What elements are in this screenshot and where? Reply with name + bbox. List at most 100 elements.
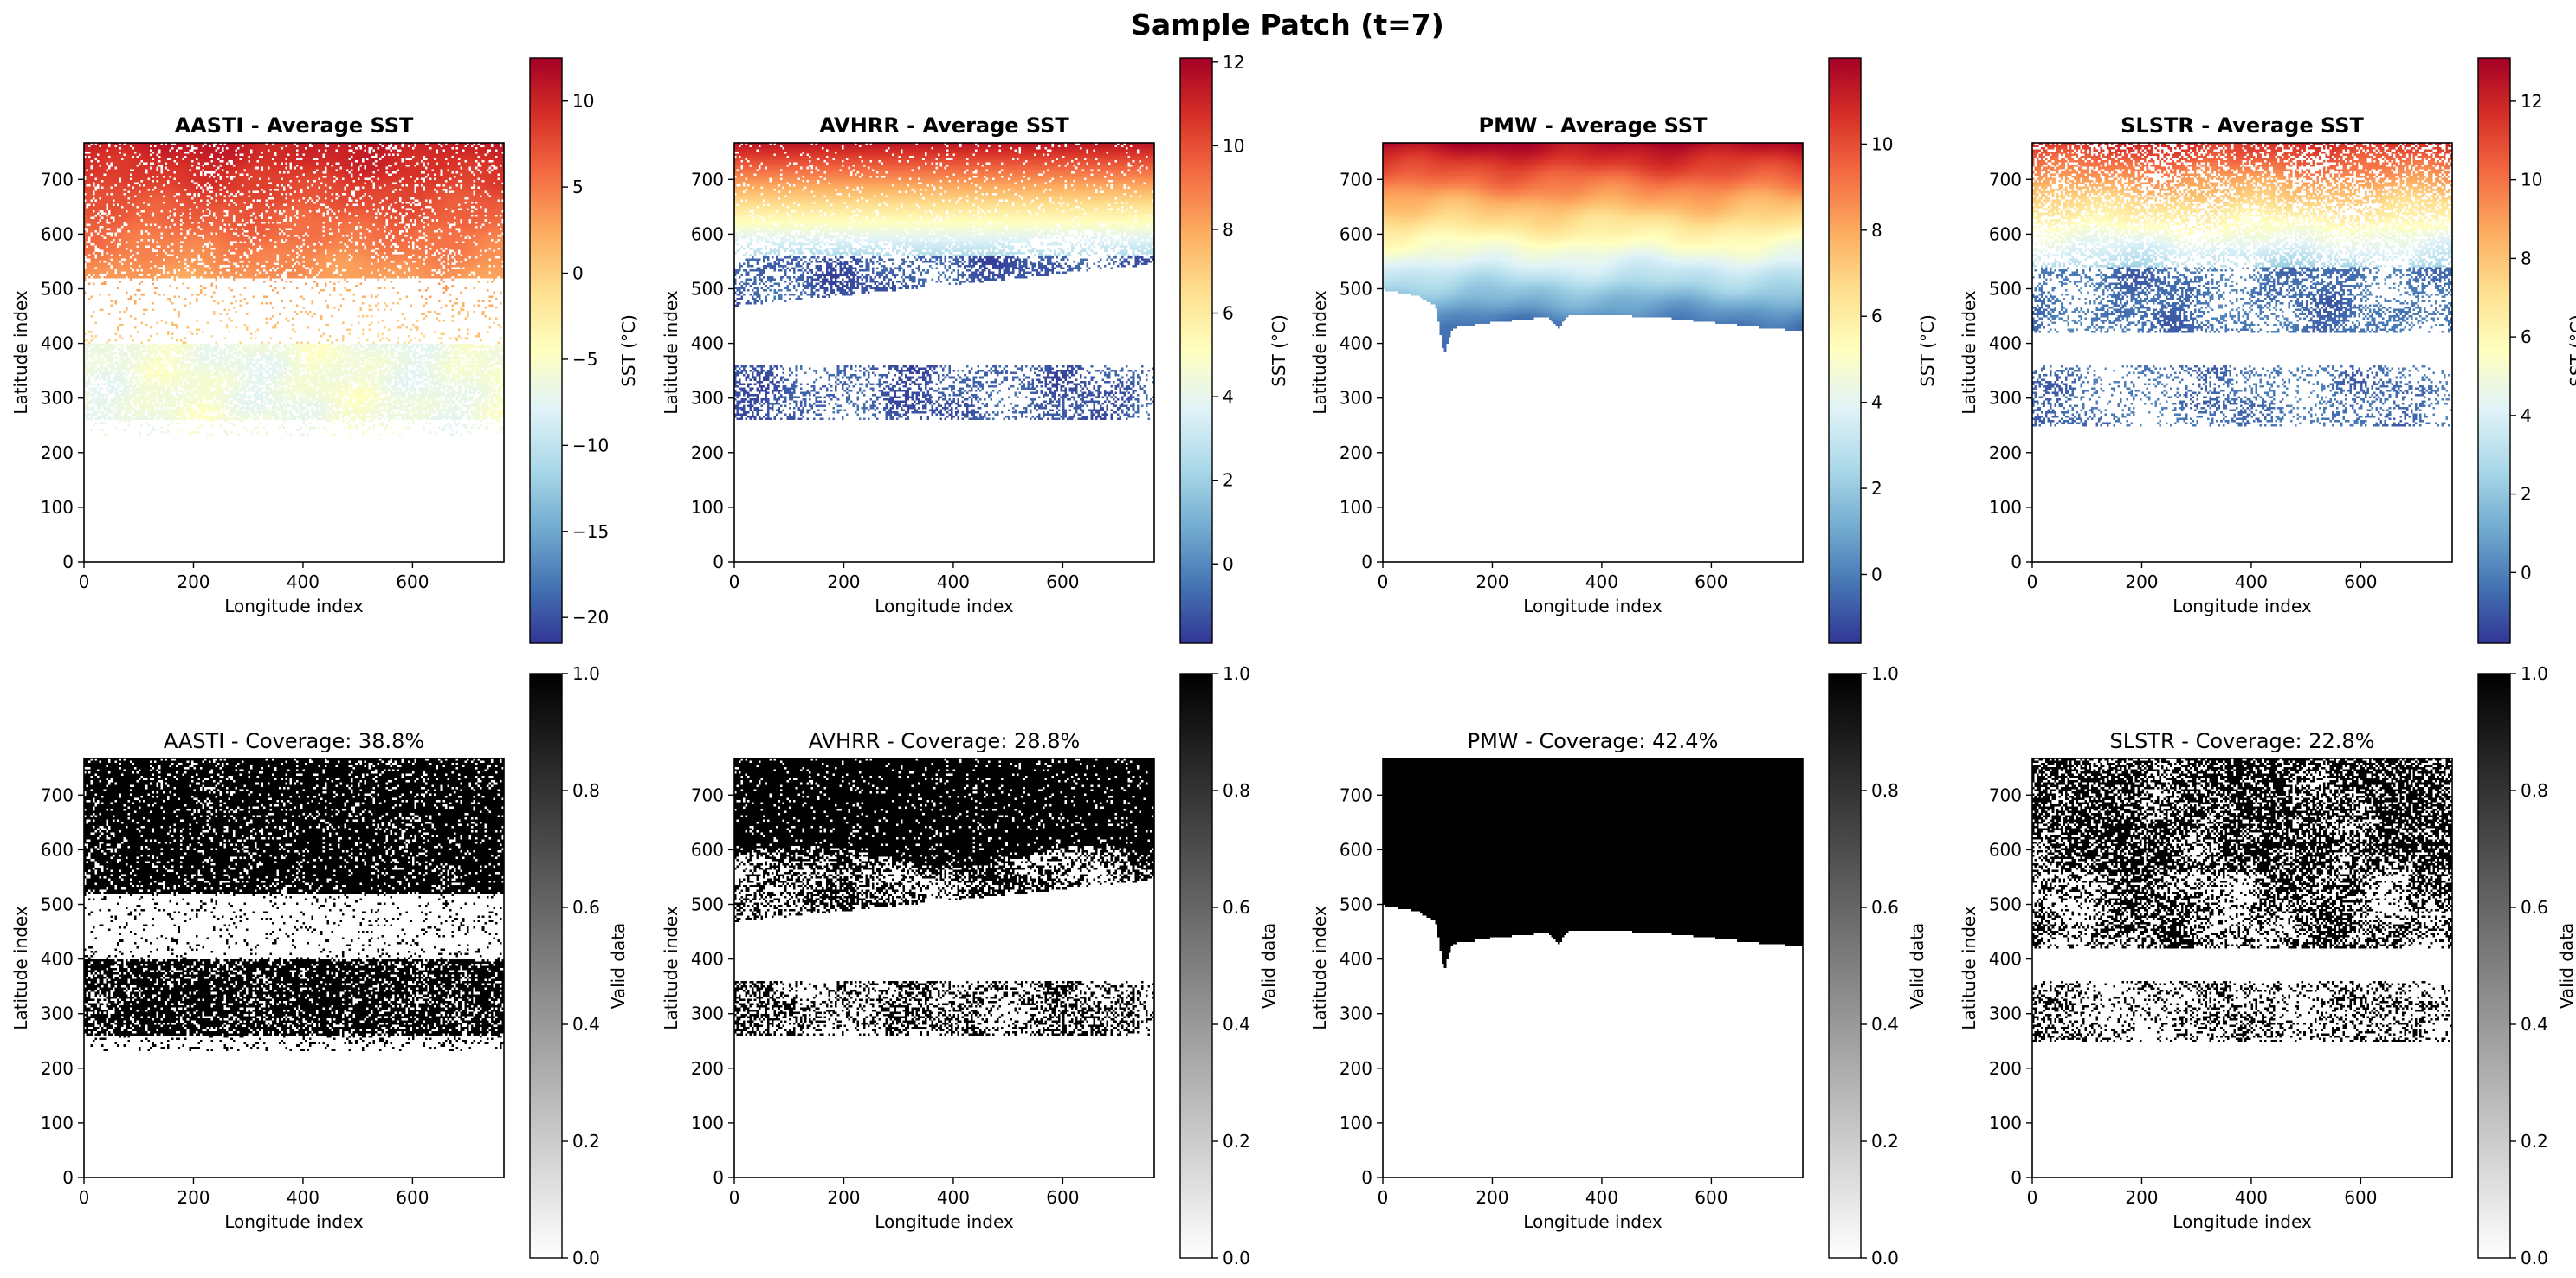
y-tick-label: 300 — [691, 388, 724, 409]
y-axis-label: Latitude index — [10, 906, 31, 1030]
x-tick-label: 0 — [79, 571, 90, 592]
colorbar-tick-label: 0.8 — [572, 780, 600, 801]
colorbar-tick-label: 0.0 — [1223, 1248, 1250, 1268]
colorbar-tick-label: 0.6 — [1871, 897, 1899, 918]
x-axis-label: Longitude index — [1523, 1211, 1662, 1232]
x-tick-label: 600 — [1695, 571, 1727, 592]
colorbar-tick-label: 2 — [1871, 478, 1882, 499]
axes-frame — [1382, 142, 1804, 563]
colorbar-label: SST (°C) — [618, 314, 639, 387]
y-tick-label: 300 — [41, 1004, 74, 1024]
y-tick-label: 400 — [691, 333, 724, 354]
heatmap-image — [84, 143, 504, 562]
y-tick-label: 600 — [1989, 839, 2022, 860]
axes-frame — [733, 758, 1155, 1178]
y-tick-label: 100 — [41, 1113, 74, 1133]
y-tick-label: 400 — [41, 333, 74, 354]
y-tick-label: 500 — [691, 894, 724, 914]
colorbar-tick-label: 10 — [572, 91, 594, 112]
axes-frame — [83, 142, 505, 563]
y-tick-label: 400 — [41, 949, 74, 970]
y-tick-label: 0 — [62, 1167, 74, 1188]
colorbar-gradient — [529, 673, 563, 1259]
colorbar-tick-label: 4 — [1871, 392, 1882, 413]
y-tick-label: 200 — [41, 1058, 74, 1079]
colorbar-tick-label: 0 — [572, 263, 584, 284]
panel-pmw-coverage: 0 200 400 600 0 100 200 300 400 500 600 700 Longitud… — [1309, 663, 1927, 1268]
x-tick-label: 400 — [287, 1187, 320, 1208]
y-tick-label: 100 — [691, 497, 724, 518]
x-tick-label: 600 — [396, 571, 429, 592]
colorbar: 0 2 4 6 8 10 SST (°C) — [1828, 57, 1938, 644]
y-tick-label: 200 — [1340, 1058, 1372, 1079]
x-tick-label: 0 — [2027, 1187, 2038, 1208]
y-tick-label: 400 — [1340, 333, 1372, 354]
colorbar: 0 2 4 6 8 10 12 SST (°C) — [2477, 57, 2576, 644]
colorbar-tick-label: 6 — [1871, 306, 1882, 326]
x-tick-label: 200 — [2125, 571, 2158, 592]
x-tick-label: 0 — [729, 1187, 740, 1208]
colorbar-label: Valid data — [1907, 923, 1927, 1010]
colorbar-tick-label: 0 — [1871, 564, 1882, 584]
x-tick-label: 400 — [1585, 571, 1618, 592]
y-axis-label: Latitude index — [1309, 906, 1330, 1030]
y-tick-label: 500 — [1340, 278, 1372, 299]
y-tick-label: 500 — [691, 278, 724, 299]
panel-title: AASTI - Coverage: 38.8% — [164, 729, 424, 753]
colorbar-tick-label: 0.2 — [572, 1131, 600, 1152]
colorbar-tick-label: 1.0 — [1223, 663, 1250, 684]
y-tick-label: 500 — [1989, 278, 2022, 299]
y-axis-label: Latitude index — [1309, 290, 1330, 415]
x-tick-label: 0 — [2027, 571, 2038, 592]
colorbar-tick-label: 0.2 — [1223, 1131, 1250, 1152]
y-tick-label: 100 — [1340, 497, 1372, 518]
colorbar-tick-label: 0.4 — [1871, 1014, 1899, 1035]
colorbar-gradient — [2477, 673, 2511, 1259]
colorbar-tick-label: 0 — [2521, 562, 2532, 583]
x-tick-label: 0 — [79, 1187, 90, 1208]
colorbar-tick-label: 0.0 — [572, 1248, 600, 1268]
colorbar: 0.0 0.2 0.4 0.6 0.8 1.0 Valid data — [1828, 663, 1927, 1268]
y-tick-label: 600 — [691, 839, 724, 860]
x-axis-label: Longitude index — [224, 1211, 364, 1232]
panel-avhrr-coverage: 0 200 400 600 0 100 200 300 400 500 600 700 Longitud… — [661, 663, 1279, 1268]
y-tick-label: 500 — [1340, 894, 1372, 914]
colorbar-tick-label: 8 — [1223, 219, 1234, 240]
y-tick-label: 700 — [1340, 169, 1372, 190]
colorbar-tick-label: 0.6 — [572, 897, 600, 918]
x-tick-label: 200 — [2125, 1187, 2158, 1208]
colorbar-tick-label: 12 — [1223, 52, 1244, 73]
x-tick-label: 0 — [1378, 1187, 1389, 1208]
y-tick-label: 200 — [41, 442, 74, 463]
colorbar-tick-label: 0.6 — [1223, 897, 1250, 918]
heatmap-image — [1383, 758, 1803, 1178]
colorbar-tick-label: 6 — [1223, 303, 1234, 324]
colorbar-tick-label: 0.0 — [1871, 1248, 1899, 1268]
axes-frame — [2031, 142, 2453, 563]
colorbar-tick-label: 5 — [572, 177, 584, 197]
y-tick-label: 200 — [1989, 1058, 2022, 1079]
y-tick-label: 300 — [1340, 1004, 1372, 1024]
axes-frame — [2031, 758, 2453, 1178]
y-tick-label: 0 — [1361, 552, 1372, 572]
heatmap-image — [2032, 143, 2452, 562]
colorbar: 0.0 0.2 0.4 0.6 0.8 1.0 Valid data — [529, 663, 629, 1268]
y-tick-label: 600 — [1989, 223, 2022, 244]
x-axis-label: Longitude index — [2172, 1211, 2312, 1232]
x-tick-label: 600 — [1695, 1187, 1727, 1208]
heatmap-image — [734, 758, 1154, 1178]
colorbar-tick-label: 2 — [2521, 484, 2532, 505]
colorbar-tick-label: −15 — [572, 521, 609, 542]
x-tick-label: 200 — [1475, 571, 1508, 592]
heatmap-image — [734, 143, 1154, 562]
colorbar-tick-label: −20 — [572, 607, 609, 628]
y-tick-label: 700 — [1340, 784, 1372, 805]
y-tick-label: 100 — [1340, 1113, 1372, 1133]
colorbar-gradient — [1828, 57, 1862, 644]
y-tick-label: 700 — [41, 784, 74, 805]
y-tick-label: 300 — [41, 388, 74, 409]
y-tick-label: 200 — [1989, 442, 2022, 463]
y-tick-label: 100 — [691, 1113, 724, 1133]
colorbar-tick-label: 4 — [1223, 386, 1234, 407]
panel-pmw-sst: 0 200 400 6000100200300400500600700Longitud… — [1309, 57, 1938, 644]
